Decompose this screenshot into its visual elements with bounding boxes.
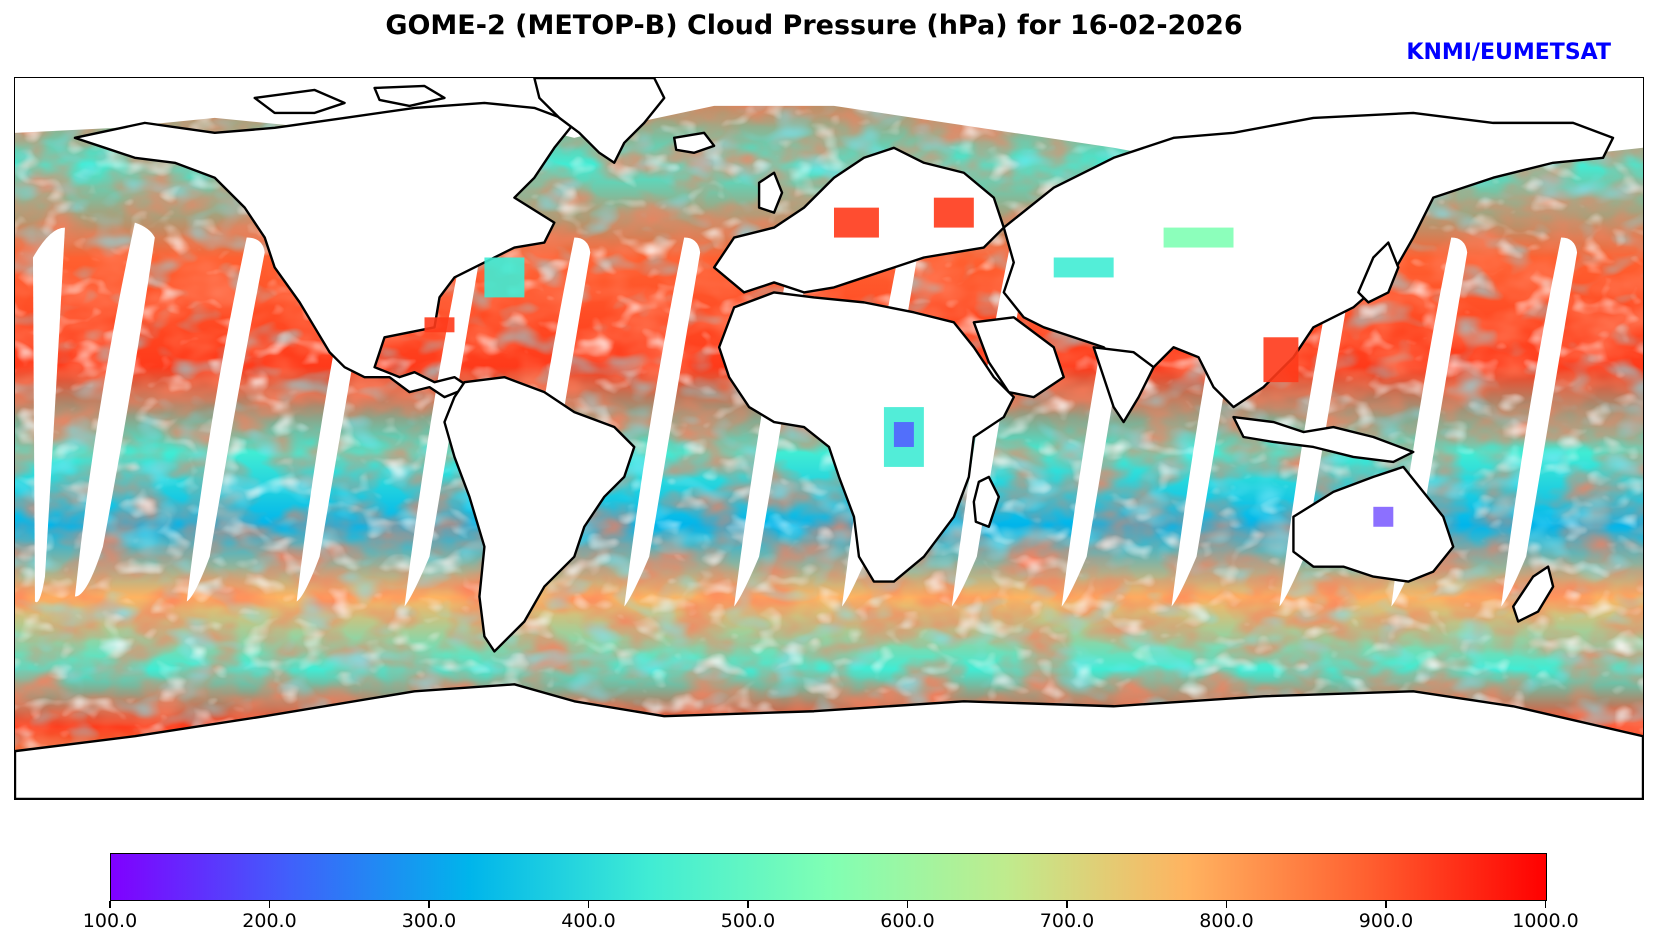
- colorbar-tick-label: 1000.0: [1512, 910, 1579, 932]
- canadian-archipelago: [253, 88, 346, 115]
- uk: [757, 171, 784, 214]
- colorbar-tick-label: 700.0: [1039, 910, 1095, 932]
- antarctica: [15, 683, 1643, 799]
- chart-title: GOME-2 (METOP-B) Cloud Pressure (hPa) fo…: [385, 10, 1243, 41]
- iceland: [672, 131, 716, 154]
- colorbar-tick-label: 800.0: [1199, 910, 1254, 932]
- colorbar-tick-label: 500.0: [720, 910, 776, 932]
- colorbar-tick: [109, 901, 111, 908]
- credit-label: KNMI/EUMETSAT: [1406, 40, 1611, 65]
- colorbar-tick: [268, 901, 271, 908]
- land-data-patches: [424, 197, 1394, 527]
- madagascar: [972, 475, 1000, 528]
- southeast-asia-islands: [1232, 415, 1415, 464]
- colorbar-tick: [428, 901, 430, 908]
- greenland: [533, 78, 666, 164]
- colorbar-tick-label: 100.0: [82, 910, 138, 932]
- colorbar-tick: [1385, 901, 1387, 908]
- map-svg: [15, 78, 1643, 799]
- colorbar-tick: [906, 901, 909, 908]
- colorbar-tick-label: 900.0: [1358, 910, 1414, 932]
- continents: [15, 78, 1643, 799]
- japan: [1357, 241, 1400, 304]
- colorbar-tick: [1544, 901, 1547, 908]
- new-zealand: [1511, 565, 1555, 623]
- india: [1092, 346, 1155, 424]
- colorbar-tick-label: 600.0: [880, 910, 935, 932]
- colorbar-tick-label: 200.0: [242, 910, 297, 932]
- north-america: [73, 101, 576, 399]
- africa: [717, 291, 1015, 583]
- asia: [1002, 111, 1615, 409]
- colorbar-tick: [747, 901, 749, 908]
- colorbar: [110, 853, 1547, 901]
- colorbar-tick-label: 400.0: [561, 910, 616, 932]
- colorbar-tick: [1066, 901, 1068, 908]
- arabian-peninsula: [972, 316, 1065, 399]
- colorbar-tick-label: 300.0: [401, 910, 457, 932]
- south-america: [443, 375, 636, 653]
- colorbar-tick: [1225, 901, 1228, 908]
- canadian-archipelago-2: [373, 84, 446, 108]
- world-map: [14, 77, 1644, 800]
- colorbar-tick: [587, 901, 590, 908]
